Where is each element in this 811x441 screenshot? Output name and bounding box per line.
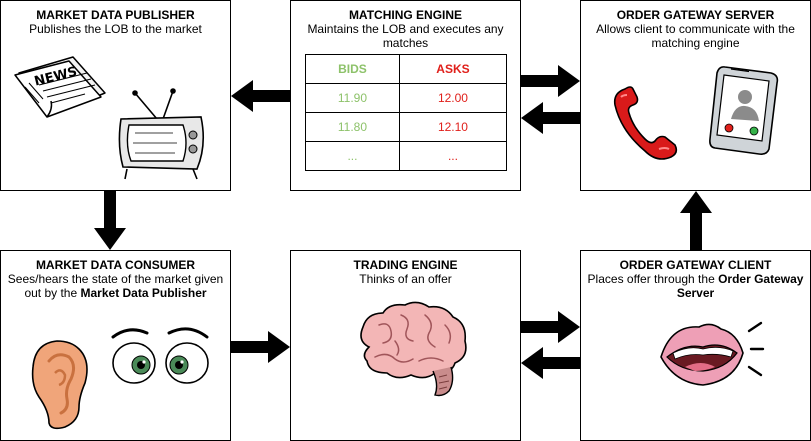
arrow-client-to-server	[680, 191, 712, 250]
order-client-description-text: Places offer through the	[587, 272, 719, 286]
asks-header: ASKS	[398, 54, 508, 84]
lob-header-row: BIDS ASKS	[305, 54, 508, 84]
matching-engine-box: MATCHING ENGINE Maintains the LOB and ex…	[290, 0, 521, 191]
trading-title: TRADING ENGINE	[353, 258, 458, 272]
publisher-description: Publishes the LOB to the market	[29, 22, 202, 36]
lob-row: 11.80 12.10	[305, 112, 508, 142]
telephone-handset-icon	[613, 86, 678, 160]
arrow-client-to-trading	[521, 347, 580, 379]
arrow-matching-to-publisher	[231, 80, 290, 112]
trading-description: Thinks of an offer	[359, 272, 452, 286]
arrow-consumer-to-trading	[231, 331, 290, 363]
matching-description: Maintains the LOB and executes any match…	[307, 22, 504, 50]
lob-row: ... ...	[305, 141, 508, 171]
bids-header: BIDS	[305, 54, 400, 84]
ask-price: ...	[398, 141, 508, 171]
eyes-icon	[111, 327, 209, 384]
order-server-title: ORDER GATEWAY SERVER	[616, 8, 775, 22]
consumer-description-text: Sees/hears the state of the market given…	[7, 272, 224, 300]
consumer-description-bold: Market Data Publisher	[80, 286, 207, 300]
bid-price: 11.80	[305, 112, 400, 142]
consumer-title: MARKET DATA CONSUMER	[35, 258, 196, 272]
newspaper-icon: NEWS	[14, 56, 106, 118]
order-server-description: Allows client to communicate with the ma…	[596, 22, 795, 50]
order-client-description: Places offer through the Order Gateway S…	[587, 272, 804, 300]
arrow-matching-to-server	[521, 65, 580, 97]
bid-price: ...	[305, 141, 400, 171]
publisher-title: MARKET DATA PUBLISHER	[36, 8, 195, 22]
order-client-description-bold: Order Gateway Server	[676, 272, 804, 300]
market-data-consumer-box: MARKET DATA CONSUMER Sees/hears the stat…	[0, 250, 231, 441]
ask-price: 12.10	[398, 112, 508, 142]
smartphone-icon	[709, 66, 779, 155]
ear-icon	[31, 340, 88, 430]
limit-order-book-table: BIDS ASKS 11.90 12.00 11.80 12.10 ... ..…	[305, 54, 508, 171]
order-gateway-server-box: ORDER GATEWAY SERVER Allows client to co…	[580, 0, 811, 191]
order-client-title: ORDER GATEWAY CLIENT	[619, 258, 772, 272]
matching-title: MATCHING ENGINE	[348, 8, 463, 22]
arrow-publisher-to-consumer	[94, 191, 126, 250]
consumer-description: Sees/hears the state of the market given…	[3, 272, 228, 300]
trading-engine-box: TRADING ENGINE Thinks of an offer	[290, 250, 521, 441]
order-gateway-client-box: ORDER GATEWAY CLIENT Places offer throug…	[580, 250, 811, 441]
lob-row: 11.90 12.00	[305, 83, 508, 113]
ask-price: 12.00	[398, 83, 508, 113]
television-icon	[118, 88, 205, 180]
brain-icon	[360, 301, 467, 397]
arrow-server-to-matching	[521, 102, 580, 134]
arrow-trading-to-client	[521, 311, 580, 343]
mouth-icon	[660, 321, 765, 386]
bid-price: 11.90	[305, 83, 400, 113]
market-data-publisher-box: MARKET DATA PUBLISHER Publishes the LOB …	[0, 0, 231, 191]
